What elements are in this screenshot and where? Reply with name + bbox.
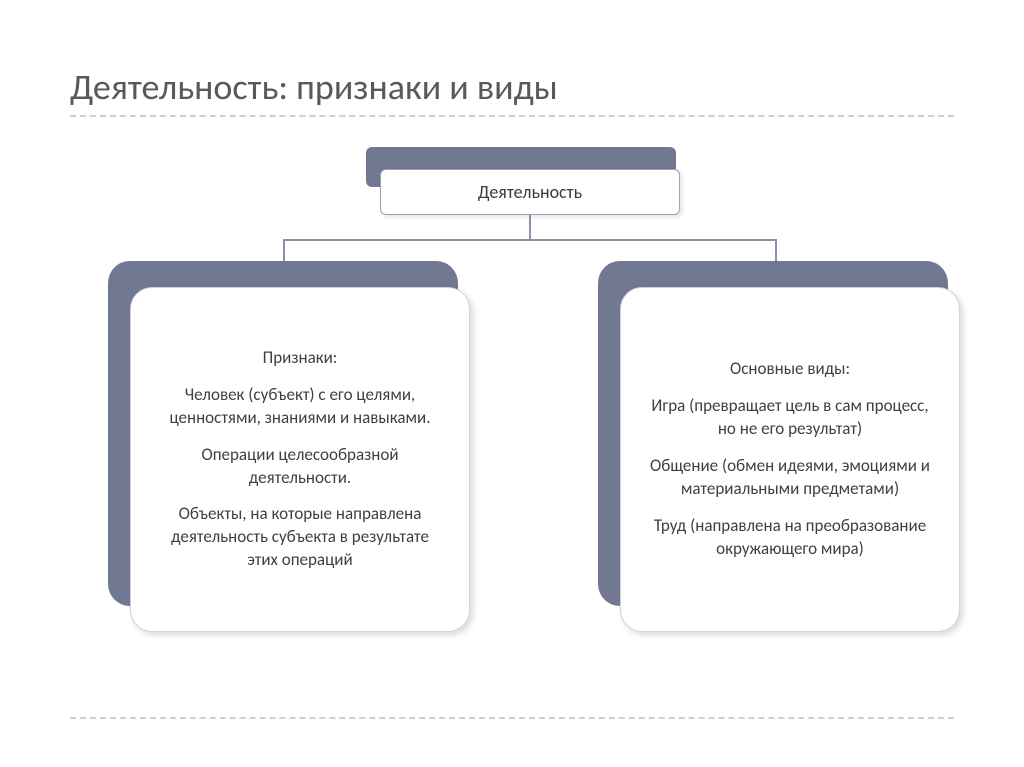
child-line: Объекты, на которые направлена деятельно… (155, 503, 445, 572)
child-line: Операции целесообразной деятельности. (155, 444, 445, 490)
child-line: Труд (направлена на преобразование окруж… (645, 515, 935, 561)
child-node-right: Основные виды: Игра (превращает цель в с… (620, 287, 960, 632)
title-divider (70, 115, 954, 117)
root-node: Деятельность (380, 169, 680, 215)
child-line: Признаки: (155, 347, 445, 370)
child-line: Общение (обмен идеями, эмоциями и матери… (645, 455, 935, 501)
page-title: Деятельность: признаки и виды (70, 65, 954, 109)
tree-diagram: Деятельность Признаки: Человек (субъект)… (70, 147, 934, 707)
connector (283, 239, 285, 261)
child-line: Человек (субъект) с его целями, ценностя… (155, 384, 445, 430)
slide: Деятельность: признаки и виды Деятельнос… (0, 0, 1024, 767)
child-node-left: Признаки: Человек (субъект) с его целями… (130, 287, 470, 632)
connector (283, 239, 777, 241)
child-line: Основные виды: (645, 358, 935, 381)
child-line: Игра (превращает цель в сам процесс, но … (645, 395, 935, 441)
connector (775, 239, 777, 261)
bottom-divider (70, 717, 954, 719)
connector (529, 215, 531, 239)
